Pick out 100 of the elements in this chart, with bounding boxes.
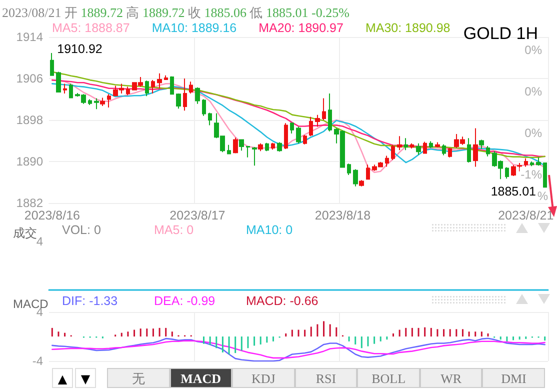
text: ▲ <box>52 368 73 388</box>
candlestick <box>208 112 212 126</box>
candlestick <box>290 122 294 134</box>
candlestick <box>277 142 282 152</box>
candlestick <box>170 76 174 96</box>
text: 无 <box>107 368 170 388</box>
candlestick <box>423 141 427 154</box>
text: MA20: 1890.97 <box>258 21 344 35</box>
text: MA30: 1890.98 <box>365 21 450 35</box>
candlestick <box>284 122 288 150</box>
candlestick <box>442 144 446 156</box>
candlestick <box>404 138 408 151</box>
candlestick <box>239 138 244 152</box>
annotation: % <box>537 189 548 203</box>
text: DEA: -0.99 <box>154 294 216 308</box>
candlestick <box>435 142 440 148</box>
candlestick <box>366 164 370 180</box>
candlestick <box>195 86 200 104</box>
annotation: 1885.01 <box>490 184 536 199</box>
text: MA5: 1888.87 <box>52 21 130 35</box>
candlestick <box>94 98 99 110</box>
candlestick <box>126 86 130 96</box>
candlestick <box>296 126 301 144</box>
candlestick <box>50 52 54 76</box>
candlestick <box>473 128 478 168</box>
text: KDJ <box>232 368 295 388</box>
candlestick <box>252 146 257 166</box>
candlestick <box>164 74 168 81</box>
text: DIF: -1.33 <box>62 294 119 308</box>
y-tick-label: 1882 <box>16 196 44 210</box>
candlestick <box>505 166 509 180</box>
text: RSI <box>294 368 358 388</box>
candlestick <box>385 155 389 168</box>
candlestick <box>233 137 238 154</box>
text: VOL: 0 <box>62 223 102 237</box>
annotation: 0% <box>524 43 542 57</box>
text: MA10: 0 <box>246 223 294 237</box>
text: MACD <box>170 368 232 388</box>
annotation: -1% <box>520 168 542 182</box>
text: WR <box>420 368 482 388</box>
candlestick <box>176 93 181 110</box>
candlestick <box>416 142 421 156</box>
candlestick <box>536 156 541 166</box>
series-label: MACD: -0.66 <box>246 294 318 308</box>
y-tick-label: 1914 <box>16 30 44 44</box>
text: DMI <box>482 368 545 388</box>
text: MA5: 0 <box>154 223 195 237</box>
candlestick <box>227 144 231 154</box>
candlestick <box>189 81 193 94</box>
y-tick-label: 1898 <box>16 113 44 127</box>
candlestick <box>63 83 67 94</box>
candlestick <box>309 116 313 137</box>
text: ▼ <box>75 368 96 388</box>
candlestick <box>479 139 484 150</box>
candlestick <box>157 72 162 89</box>
candlestick <box>183 78 187 112</box>
candlestick <box>271 142 275 150</box>
x-tick-label: 2023/8/18 <box>314 208 371 222</box>
x-tick-label: 2023/8/21 <box>498 208 554 222</box>
text: BOLL <box>357 368 420 388</box>
annotation: 0% <box>524 84 542 98</box>
candlestick <box>328 93 332 132</box>
candlestick <box>391 144 395 160</box>
y-tick-label: -4 <box>32 354 44 368</box>
candlestick <box>246 145 250 158</box>
x-tick-label: 2023/8/17 <box>170 208 226 222</box>
text: MA10: 1889.16 <box>152 21 237 35</box>
candlestick <box>303 134 307 145</box>
text: 2023/08/21 开 1889.72 高 1889.72 收 1885.06 低 1885.01 -0.25% <box>2 5 350 20</box>
candlestick <box>429 140 433 149</box>
candlestick <box>347 163 351 176</box>
candlestick <box>353 168 358 187</box>
candlestick <box>69 83 73 99</box>
annotation: 1910.92 <box>57 42 102 56</box>
candlestick <box>88 98 92 106</box>
candlestick <box>530 161 534 167</box>
candlestick <box>322 98 326 120</box>
candlestick <box>467 138 471 164</box>
annotation: 0% <box>524 126 542 140</box>
candlestick <box>151 80 155 94</box>
candlestick <box>410 142 414 150</box>
chart-title: GOLD 1H <box>463 24 538 43</box>
candlestick <box>202 98 206 116</box>
candlestick <box>486 145 490 157</box>
candlestick <box>543 162 547 188</box>
candlestick <box>524 158 528 168</box>
candlestick <box>265 142 269 152</box>
candlestick <box>397 136 402 151</box>
x-tick-label: 2023/8/16 <box>24 208 80 222</box>
candlestick <box>448 148 452 158</box>
candlestick <box>145 80 149 97</box>
y-tick-label: 1906 <box>16 72 44 86</box>
candlestick <box>107 94 111 108</box>
y-tick-label: 1890 <box>16 154 44 168</box>
candlestick <box>56 71 61 92</box>
candlestick <box>100 97 105 106</box>
candlestick <box>315 114 320 128</box>
candlestick <box>258 142 263 152</box>
candlestick <box>359 180 364 187</box>
text: 成交 <box>13 226 37 240</box>
